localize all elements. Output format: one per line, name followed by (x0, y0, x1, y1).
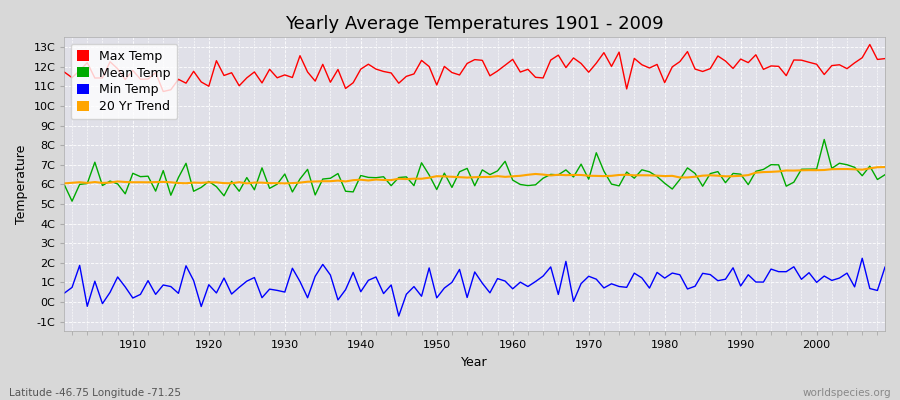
X-axis label: Year: Year (462, 356, 488, 369)
Legend: Max Temp, Mean Temp, Min Temp, 20 Yr Trend: Max Temp, Mean Temp, Min Temp, 20 Yr Tre… (71, 44, 177, 119)
Y-axis label: Temperature: Temperature (15, 145, 28, 224)
Text: Latitude -46.75 Longitude -71.25: Latitude -46.75 Longitude -71.25 (9, 388, 181, 398)
Text: worldspecies.org: worldspecies.org (803, 388, 891, 398)
Title: Yearly Average Temperatures 1901 - 2009: Yearly Average Temperatures 1901 - 2009 (285, 15, 664, 33)
